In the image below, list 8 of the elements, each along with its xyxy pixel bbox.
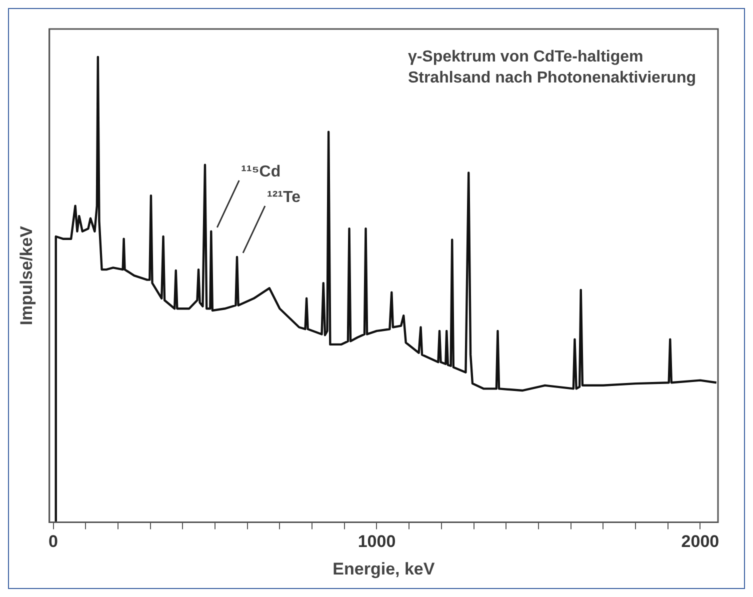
x-axis-title: Energie, keV: [332, 559, 436, 578]
x-tick-label: 1000: [358, 532, 396, 552]
y-axis-title: Impulse/keV: [16, 225, 36, 326]
x-tick-label: 0: [48, 532, 58, 552]
annotation: ¹²¹Te: [267, 188, 301, 206]
x-tick-label: 2000: [681, 532, 720, 552]
chart-title: γ-Spektrum von CdTe-haltigem Strahlsand nach Photonenaktivierung: [408, 48, 696, 86]
annotation: ¹¹⁵Cd: [241, 163, 281, 180]
